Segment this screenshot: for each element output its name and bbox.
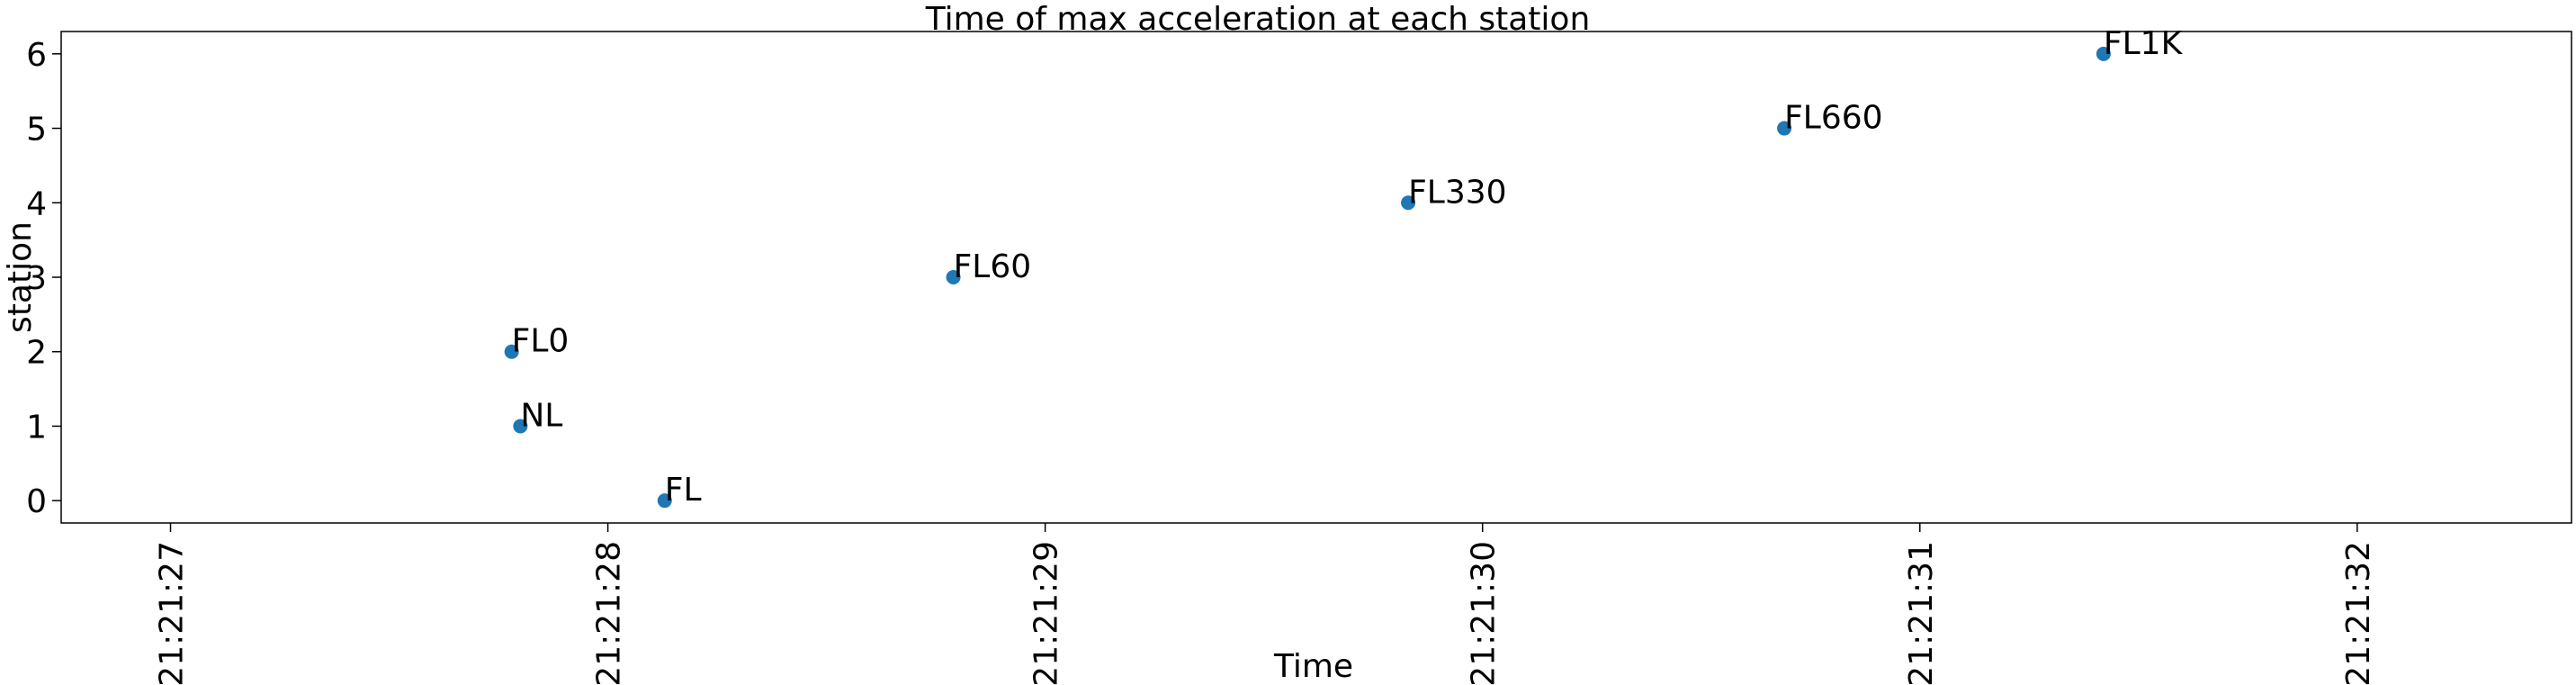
point-label: FL1K (2104, 25, 2184, 62)
x-tick-label: 21:21:27 (154, 541, 191, 685)
y-axis-label: station (2, 221, 39, 333)
data-point (513, 419, 528, 434)
y-tick-label: 4 (26, 185, 47, 222)
data-points: FL NL FL0 FL60 FL330 FL660 FL1K (504, 25, 2184, 509)
y-tick-label: 3 (26, 260, 47, 297)
y-tick-label: 1 (26, 409, 47, 446)
x-tick-label: 21:21:32 (2340, 541, 2377, 685)
data-point (657, 493, 672, 509)
x-axis-label: Time (1273, 648, 1353, 685)
y-tick-label: 5 (26, 112, 47, 149)
point-label: FL60 (954, 248, 1032, 285)
x-tick-label: 21:21:29 (1028, 541, 1065, 685)
x-tick-label: 21:21:30 (1466, 541, 1503, 685)
point-label: NL (520, 397, 562, 434)
x-tick-label: 21:21:28 (591, 541, 628, 685)
data-point (946, 270, 961, 284)
data-point (1401, 195, 1416, 211)
point-label: FL660 (1784, 100, 1882, 137)
y-axis: 0 1 2 3 4 5 6 (26, 37, 61, 520)
data-point (2096, 46, 2111, 61)
point-label: FL330 (1408, 174, 1506, 211)
x-axis: 21:21:27 21:21:28 21:21:29 21:21:30 21:21:31… (154, 523, 2377, 685)
y-tick-label: 2 (26, 335, 47, 372)
data-point (504, 344, 519, 359)
data-point (1777, 121, 1792, 136)
plot-area (60, 31, 2572, 524)
x-tick-label: 21:21:31 (1903, 541, 1940, 685)
y-tick-label: 6 (26, 37, 47, 74)
y-tick-label: 0 (26, 483, 47, 520)
point-label: FL (665, 472, 702, 509)
chart-title: Time of max acceleration at each station (925, 1, 1591, 38)
point-label: FL0 (512, 323, 570, 360)
